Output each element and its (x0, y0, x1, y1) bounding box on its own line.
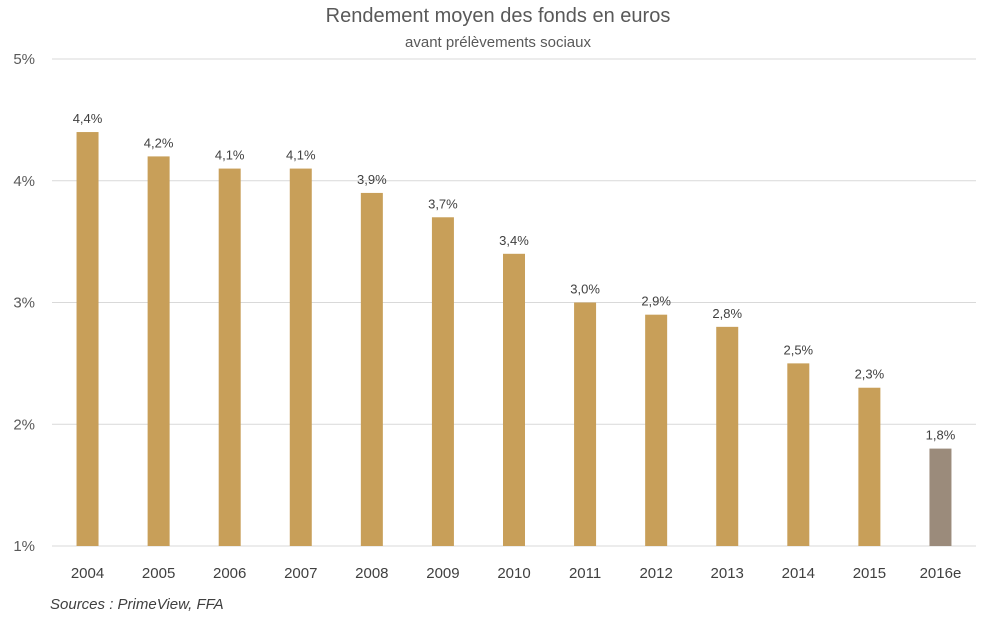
x-tick-label-2008: 2008 (355, 565, 388, 582)
x-tick-label-2006: 2006 (213, 565, 246, 582)
data-labels: 4,4% 4,2% 4,1% 4,1% 3,9% 3,7% 3,4% 3,0% 2,9% 2,8%… (73, 111, 956, 443)
x-axis-ticks: 2004 2005 2006 2007 2008 2009 2010 2011 2012 2013… (71, 565, 961, 582)
bar-2005 (147, 156, 170, 546)
bar-2007 (289, 168, 312, 546)
bar-2009 (431, 217, 454, 546)
data-label-2014: 2,5% (783, 342, 813, 357)
bar-2011 (574, 302, 597, 546)
y-tick-label: 3% (13, 295, 35, 312)
data-label-2010: 3,4% (499, 233, 529, 248)
data-label-2011: 3,0% (570, 282, 600, 297)
x-tick-label-2013: 2013 (711, 565, 744, 582)
bar-2012 (645, 314, 668, 546)
bar-2013 (716, 326, 739, 546)
bar-2010 (503, 253, 525, 547)
x-tick-label-2014: 2014 (782, 565, 815, 582)
y-tick-label: 2% (13, 416, 35, 433)
x-tick-label-2012: 2012 (639, 565, 672, 582)
y-tick-label: 5% (13, 51, 35, 68)
bar-2008 (360, 192, 383, 547)
x-tick-label-2007: 2007 (284, 565, 317, 582)
data-label-2015: 2,3% (855, 367, 885, 382)
data-label-2012: 2,9% (641, 294, 671, 309)
y-tick-label: 4% (13, 173, 35, 190)
source-note: Sources : PrimeView, FFA (50, 596, 224, 613)
bar-2006 (218, 168, 241, 546)
bar-2004 (76, 132, 99, 547)
chart-subtitle: avant prélèvements sociaux (405, 34, 591, 51)
x-tick-label-2015: 2015 (853, 565, 886, 582)
data-label-2006: 4,1% (215, 148, 245, 163)
data-label-2005: 4,2% (144, 135, 174, 150)
bar-2016e (929, 448, 952, 546)
bar-2015 (858, 387, 881, 546)
data-label-2016e: 1,8% (926, 428, 956, 443)
bar-2014 (787, 363, 810, 546)
bars (76, 132, 952, 547)
data-label-2008: 3,9% (357, 172, 387, 187)
data-label-2004: 4,4% (73, 111, 103, 126)
data-label-2009: 3,7% (428, 196, 458, 211)
x-tick-label-2011: 2011 (569, 565, 601, 582)
x-tick-label-2010: 2010 (497, 565, 530, 582)
chart-title: Rendement moyen des fonds en euros (326, 5, 671, 27)
data-label-2013: 2,8% (712, 306, 742, 321)
y-tick-label: 1% (13, 538, 35, 555)
x-tick-label-2004: 2004 (71, 565, 104, 582)
x-tick-label-2009: 2009 (426, 565, 459, 582)
data-label-2007: 4,1% (286, 148, 316, 163)
x-tick-label-2005: 2005 (142, 565, 175, 582)
y-axis-ticks: 1% 2% 3% 4% 5% (13, 51, 35, 555)
x-tick-label-2016e: 2016e (920, 565, 962, 582)
